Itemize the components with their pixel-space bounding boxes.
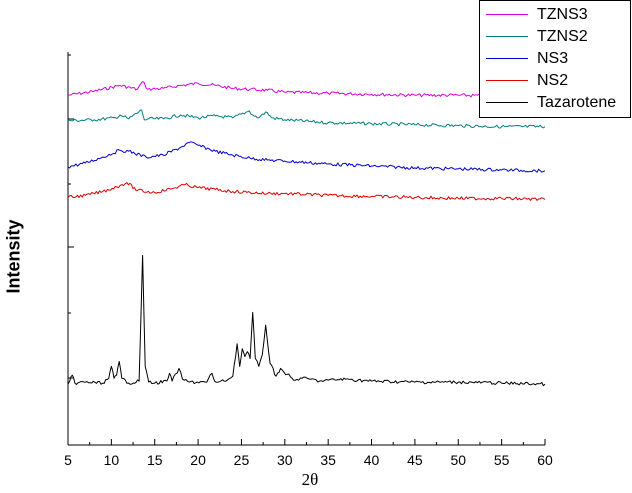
plot-area <box>67 81 546 387</box>
legend-label: TZNS2 <box>537 28 588 45</box>
x-tick-label: 40 <box>364 452 380 468</box>
legend-swatch <box>486 14 528 15</box>
x-tick-label: 10 <box>104 452 120 468</box>
x-tick-label: 45 <box>407 452 423 468</box>
series-line-tazarotene <box>67 254 546 387</box>
x-axis-label: 2θ <box>301 470 319 489</box>
legend: TZNS3 TZNS2 NS3 NS2 Tazarotene <box>479 0 631 118</box>
legend-item-ns3: NS3 <box>480 49 630 69</box>
legend-swatch <box>486 58 528 59</box>
x-tick-label: 50 <box>450 452 466 468</box>
x-tick-label: 15 <box>147 452 163 468</box>
legend-swatch <box>486 80 528 81</box>
x-tick-label: 60 <box>537 452 553 468</box>
x-tick-label: 25 <box>234 452 250 468</box>
x-tick-label: 30 <box>277 452 293 468</box>
legend-item-tazarotene: Tazarotene <box>480 93 630 113</box>
y-axis-label: Intensity <box>3 219 24 294</box>
x-tick-label: 20 <box>190 452 206 468</box>
legend-item-ns2: NS2 <box>480 71 630 91</box>
legend-label: NS3 <box>537 50 569 67</box>
x-axis-ticks: 5 10 15 20 25 30 35 40 45 50 55 60 <box>64 439 553 468</box>
legend-label: NS2 <box>537 72 569 89</box>
legend-swatch <box>486 102 528 103</box>
series-line-ns2 <box>67 182 546 201</box>
legend-item-tzns3: TZNS3 <box>480 5 630 25</box>
legend-swatch <box>486 36 528 37</box>
x-tick-label: 55 <box>494 452 510 468</box>
legend-label: Tazarotene <box>537 94 617 111</box>
series-line-ns3 <box>67 141 546 173</box>
x-tick-label: 35 <box>320 452 336 468</box>
legend-label: TZNS3 <box>537 6 588 23</box>
series-line-tzns3 <box>67 81 546 100</box>
x-tick-label: 5 <box>64 452 72 468</box>
legend-item-tzns2: TZNS2 <box>480 27 630 47</box>
series-line-tzns2 <box>67 109 546 129</box>
